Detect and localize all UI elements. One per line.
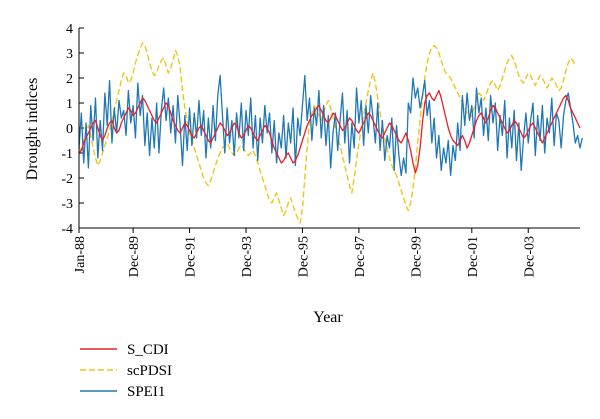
y-tick-label: 3 (66, 47, 73, 62)
x-tick-label: Dec-99 (409, 236, 424, 277)
series-line-spei1 (78, 74, 583, 177)
y-tick-labels: -4 -3 -2 -1 0 1 2 3 4 (61, 22, 73, 237)
x-tick-label: Dec-89 (127, 236, 142, 277)
y-tick-label: -4 (61, 222, 73, 237)
legend-label: S_CDI (127, 342, 169, 358)
x-tick-label: Dec-01 (466, 236, 481, 277)
legend-label: scPDSI (127, 363, 172, 379)
y-axis-title: Drought indices (24, 78, 41, 181)
x-tick-label: Jan-88 (73, 236, 88, 273)
x-tick-label: Dec-03 (522, 236, 537, 277)
legend: S_CDI scPDSI SPEI1 (80, 342, 172, 400)
legend-label: SPEI1 (127, 384, 165, 400)
x-tick-label: Dec-91 (184, 236, 199, 277)
x-tick-labels: Jan-88 Dec-89 Dec-91 Dec-93 Dec-95 Dec-97 Dec-… (73, 236, 537, 277)
x-tick-label: Dec-97 (353, 236, 368, 277)
y-tick-label: -3 (61, 197, 73, 212)
x-tick-label: Dec-93 (240, 236, 255, 277)
y-tick-label: 4 (66, 22, 73, 37)
series-line-s-cdi (78, 89, 581, 174)
axis-ticks (78, 27, 529, 233)
y-tick-label: 0 (66, 122, 73, 137)
x-axis-title: Year (313, 309, 343, 326)
y-tick-label: 2 (66, 72, 73, 87)
series-layer (78, 42, 583, 224)
x-tick-label: Dec-95 (296, 236, 311, 277)
y-tick-label: 1 (66, 97, 73, 112)
y-tick-label: -1 (61, 147, 73, 162)
series-line-scpdsi (78, 42, 576, 224)
y-tick-label: -2 (61, 172, 73, 187)
